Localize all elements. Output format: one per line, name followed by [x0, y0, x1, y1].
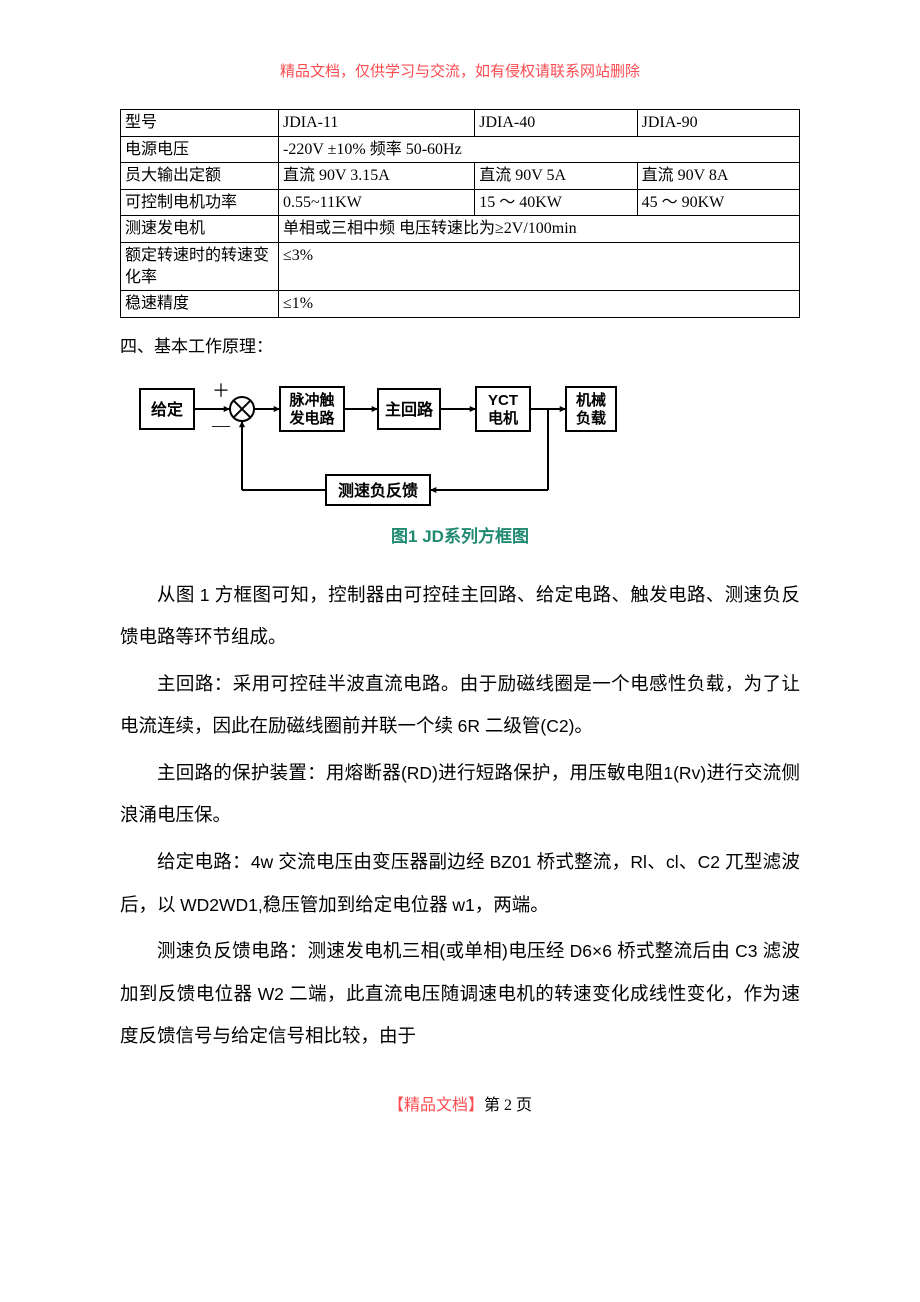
svg-text:＋: ＋	[212, 381, 230, 401]
svg-text:主回路: 主回路	[385, 400, 434, 419]
page-footer: 【精品文档】第 2 页	[120, 1091, 800, 1115]
svg-text:负载: 负载	[576, 409, 606, 427]
row-label: 可控制电机功率	[121, 189, 279, 216]
svg-text:YCT: YCT	[488, 392, 518, 409]
svg-text:测速负反馈: 测速负反馈	[338, 481, 418, 500]
row-cell: 单相或三相中频 电压转速比为≥2V/100min	[279, 216, 800, 243]
diagram-caption: 图1 JD系列方框图	[120, 522, 800, 547]
spec-table: 型号JDIA-11JDIA-40JDIA-90电源电压-220V ±10% 频率…	[120, 109, 800, 318]
svg-text:脉冲触: 脉冲触	[288, 391, 334, 409]
paragraph: 主回路的保护装置：用熔断器(RD)进行短路保护，用压敏电阻1(Rv)进行交流侧浪…	[120, 753, 800, 838]
row-label: 测速发电机	[121, 216, 279, 243]
paragraph: 测速负反馈电路：测速发电机三相(或单相)电压经 D6×6 桥式整流后由 C3 滤…	[120, 931, 800, 1059]
row-label: 稳速精度	[121, 291, 279, 318]
table-row: 稳速精度≤1%	[121, 291, 800, 318]
row-label: 员大输出定额	[121, 163, 279, 190]
row-cell: ≤3%	[279, 242, 800, 290]
svg-text:机械: 机械	[576, 391, 606, 409]
block-diagram: 给定 脉冲触发电路 主回路 YCT电机 机械负载测速负反馈 ＋ —	[130, 371, 790, 516]
table-row: 电源电压-220V ±10% 频率 50-60Hz	[121, 136, 800, 163]
body-text: 从图 1 方框图可知，控制器由可控硅主回路、给定电路、触发电路、测速负反馈电路等…	[120, 575, 800, 1059]
section-title: 四、基本工作原理：	[120, 332, 800, 357]
svg-text:发电路: 发电路	[288, 409, 335, 427]
paragraph: 给定电路：4w 交流电压由变压器副边经 BZ01 桥式整流，Rl、cl、C2 兀…	[120, 842, 800, 927]
row-cell: JDIA-40	[475, 110, 637, 137]
row-cell: 直流 90V 5A	[475, 163, 637, 190]
row-cell: 直流 90V 8A	[637, 163, 799, 190]
svg-text:电机: 电机	[488, 409, 518, 427]
row-cell: 45 ～ 90KW	[637, 189, 799, 216]
row-label: 额定转速时的转速变化率	[121, 242, 279, 290]
table-row: 可控制电机功率0.55~11KW15 ～ 40KW45 ～ 90KW	[121, 189, 800, 216]
row-cell: 直流 90V 3.15A	[279, 163, 475, 190]
svg-text:—: —	[211, 415, 231, 435]
row-cell: JDIA-90	[637, 110, 799, 137]
table-row: 额定转速时的转速变化率≤3%	[121, 242, 800, 290]
table-row: 测速发电机单相或三相中频 电压转速比为≥2V/100min	[121, 216, 800, 243]
header-note: 精品文档，仅供学习与交流，如有侵权请联系网站删除	[120, 60, 800, 81]
row-cell: -220V ±10% 频率 50-60Hz	[279, 136, 800, 163]
footer-brand: 【精品文档】	[388, 1097, 484, 1114]
row-cell: 0.55~11KW	[279, 189, 475, 216]
row-cell: JDIA-11	[279, 110, 475, 137]
row-label: 电源电压	[121, 136, 279, 163]
footer-page: 第 2 页	[484, 1097, 532, 1114]
row-cell: ≤1%	[279, 291, 800, 318]
svg-text:给定: 给定	[151, 400, 183, 419]
paragraph: 从图 1 方框图可知，控制器由可控硅主回路、给定电路、触发电路、测速负反馈电路等…	[120, 575, 800, 660]
table-row: 型号JDIA-11JDIA-40JDIA-90	[121, 110, 800, 137]
table-row: 员大输出定额直流 90V 3.15A直流 90V 5A直流 90V 8A	[121, 163, 800, 190]
row-label: 型号	[121, 110, 279, 137]
row-cell: 15 ～ 40KW	[475, 189, 637, 216]
paragraph: 主回路：采用可控硅半波直流电路。由于励磁线圈是一个电感性负载，为了让电流连续，因…	[120, 664, 800, 749]
